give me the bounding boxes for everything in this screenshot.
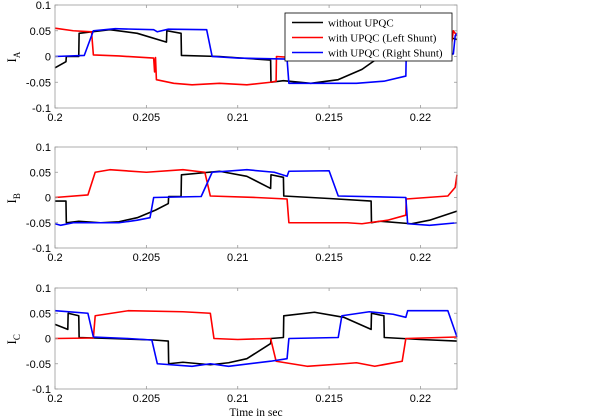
x-tick-label: 0.215	[315, 393, 343, 405]
x-tick-label: 0.22	[410, 393, 431, 405]
x-tick-label: 0.2	[47, 112, 62, 124]
y-tick-label: -0.1	[32, 103, 51, 115]
y-axis-label: IA	[4, 51, 22, 62]
x-tick-label: 0.205	[133, 393, 161, 405]
y-axis-label-subscript: A	[12, 51, 22, 58]
x-tick-label: 0.215	[315, 252, 343, 264]
series-line-with-upqc-right-shunt-	[54, 168, 458, 227]
series-line-with-upqc-right-shunt-	[54, 309, 458, 368]
x-tick-label: 0.22	[410, 112, 431, 124]
y-tick-label: -0.05	[26, 218, 51, 230]
x-tick-label: 0.21	[227, 252, 248, 264]
y-tick-label: 0.1	[36, 142, 51, 154]
y-axis-label-subscript: B	[12, 193, 22, 199]
y-tick-label: 0.1	[36, 0, 51, 12]
legend-entry: with UPQC (Left Shunt)	[328, 33, 437, 45]
subplot-2: 0.2 0.205 0.21 0.215 0.22 0.1 0.05 0 -0.05 -0.1 IB	[4, 142, 458, 264]
y-axis-label-main: I	[4, 340, 19, 344]
series-line-without-upqc	[54, 28, 458, 85]
series-line-with-upqc-left-shunt-	[54, 309, 458, 368]
x-tick-label: 0.205	[133, 252, 161, 264]
x-tick-label: 0.22	[410, 252, 431, 264]
subplot-3: 0.2 0.205 0.21 0.215 0.22 0.1 0.05 0 -0.05 -0.1 IC…	[4, 283, 458, 419]
legend: without UPQC with UPQC (Left Shunt) with U…	[284, 12, 453, 62]
y-tick-label: 0	[45, 193, 51, 205]
y-tick-label: 0	[45, 52, 51, 64]
subplot-1: 0.2 0.205 0.21 0.215 0.22 0.1 0.05 0 -0.05 -0.1 IA…	[4, 0, 458, 124]
y-axis-label-subscript: C	[12, 334, 22, 340]
y-axis-label: IC	[4, 334, 22, 344]
x-tick-label: 0.2	[47, 393, 62, 405]
x-tick-label: 0.2	[47, 252, 62, 264]
y-axis-label: IB	[4, 193, 22, 203]
legend-entry: with UPQC (Right Shunt)	[328, 48, 443, 60]
y-tick-label: 0.05	[30, 308, 51, 320]
y-axis-label-main: I	[4, 199, 19, 203]
y-tick-label: 0.05	[30, 167, 51, 179]
y-tick-label: -0.1	[32, 243, 51, 255]
y-tick-label: -0.1	[32, 384, 51, 396]
y-tick-label: 0.1	[36, 283, 51, 295]
x-axis-label: Time in sec	[229, 407, 282, 419]
y-tick-label: -0.05	[26, 77, 51, 89]
x-tick-label: 0.205	[133, 112, 161, 124]
y-axis-label-main: I	[4, 58, 19, 62]
y-tick-label: 0.05	[30, 26, 51, 38]
x-tick-label: 0.21	[227, 112, 248, 124]
y-tick-label: 0	[45, 334, 51, 346]
y-tick-label: -0.05	[26, 359, 51, 371]
x-tick-label: 0.215	[315, 112, 343, 124]
legend-entry: without UPQC	[328, 18, 394, 30]
x-tick-label: 0.21	[227, 393, 248, 405]
